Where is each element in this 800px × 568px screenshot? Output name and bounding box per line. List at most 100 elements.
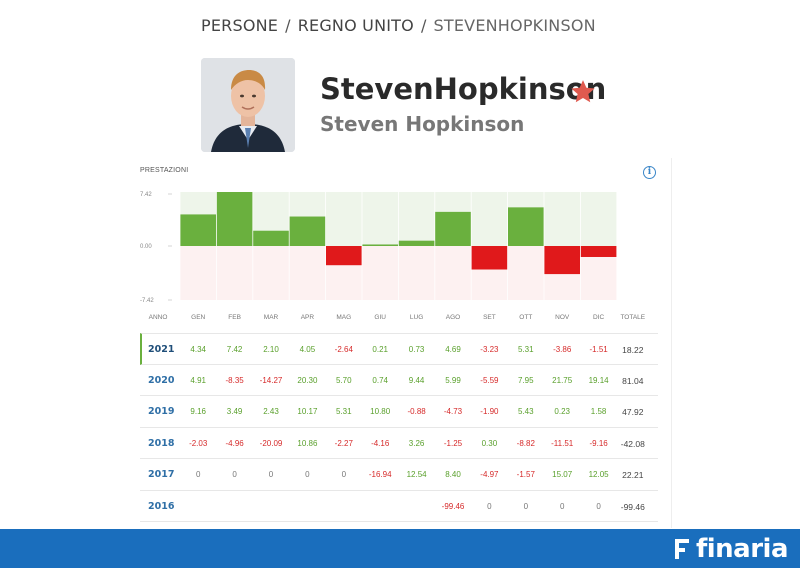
breadcrumb-separator: / <box>420 16 427 35</box>
header-month-gen: GEN <box>191 314 206 321</box>
info-icon[interactable]: i <box>643 166 656 179</box>
table-cell: -4.73 <box>443 407 463 416</box>
column-bg-negative <box>253 246 289 300</box>
table-cell: 0 <box>487 501 492 511</box>
table-cell: -3.23 <box>480 345 499 354</box>
table-cell: -8.35 <box>225 375 244 385</box>
table-cell: -0.88 <box>407 407 426 416</box>
breadcrumb-item-country[interactable]: REGNO UNITO <box>297 16 414 35</box>
table-cell: 0 <box>305 470 310 479</box>
table-cell: 2.43 <box>263 407 279 416</box>
table-cell: 9.44 <box>408 375 425 385</box>
header-month-feb: FEB <box>228 314 241 321</box>
header-month-ago: AGO <box>445 314 461 321</box>
row-year-link[interactable]: 2021 <box>148 344 175 355</box>
table-cell: 4.34 <box>190 345 206 354</box>
column-bg-positive <box>398 192 435 246</box>
table-cell: 12.54 <box>406 470 427 479</box>
table-cell: -4.96 <box>225 438 244 448</box>
table-row[interactable]: 2021 4.34 7.42 2.10 4.05 -2.64 0.21 0.73 4.69 -3.… <box>140 333 658 365</box>
profile-full-name: Steven Hopkinson <box>320 112 525 136</box>
header-month-dic: DIC <box>592 314 605 321</box>
table-cell-total: -42.08 <box>620 438 645 449</box>
avatar-photo <box>201 58 295 152</box>
table-cell: 4.05 <box>299 345 316 354</box>
y-tick-label: 7.42 <box>140 192 152 198</box>
table-cell: -1.57 <box>516 470 535 479</box>
bar-gen <box>180 214 216 246</box>
table-row[interactable]: 2017 0 0 0 0 0 -16.94 12.54 8.40 -4.97 -1.57 15.07 1… <box>140 459 658 491</box>
column-bg-negative <box>362 246 398 300</box>
column-bg-negative <box>289 246 326 300</box>
table-cell: 0.74 <box>372 375 388 385</box>
table-cell: 4.69 <box>445 345 461 354</box>
table-cell: -2.64 <box>334 345 353 354</box>
bar-feb <box>216 192 253 246</box>
table-row[interactable]: 2018 -2.03 -4.96 -20.09 10.86 -2.27 -4.16 3.26 -… <box>140 428 658 459</box>
table-cell: 2.10 <box>263 345 279 354</box>
table-cell-total: 47.92 <box>622 407 644 417</box>
table-cell: 5.31 <box>518 345 534 354</box>
bar-mar <box>253 230 289 246</box>
table-cell: -1.51 <box>589 345 608 354</box>
table-cell: 1.58 <box>590 407 607 416</box>
table-cell: -2.03 <box>189 438 208 448</box>
row-year-link[interactable]: 2019 <box>148 406 175 417</box>
table-cell: 4.91 <box>190 375 206 385</box>
table-cell: 7.42 <box>226 345 243 354</box>
table-cell: 5.99 <box>445 375 461 385</box>
breadcrumb-item-persone[interactable]: PERSONE <box>201 16 279 35</box>
table-cell: 5.43 <box>518 407 534 416</box>
table-cell: 0 <box>523 501 529 511</box>
table-cell: 0 <box>232 470 237 479</box>
table-cell: 19.14 <box>588 375 609 385</box>
panel-title: PRESTAZIONI <box>140 167 189 174</box>
column-bg-positive <box>580 192 617 246</box>
table-cell-total: 18.22 <box>622 345 644 355</box>
table-cell: 9.16 <box>190 407 206 416</box>
table-header: ANNO GEN FEB MAR APR MAG GIU LUG AGO SET OTT NOV DIC… <box>140 310 660 334</box>
table-row[interactable]: 2016 -99.46 0 0 0 0 -99.46 <box>140 491 658 522</box>
table-cell-total: 81.04 <box>622 375 644 386</box>
row-year-link[interactable]: 2017 <box>148 469 175 480</box>
column-bg-positive <box>471 192 508 246</box>
row-year-link[interactable]: 2018 <box>148 437 175 449</box>
bar-mag <box>326 246 362 266</box>
table-cell: 5.70 <box>336 375 352 385</box>
performance-panel: PRESTAZIONI i 7.42 0.00 -7.42 ANNO GEN FEB MA… <box>140 158 672 528</box>
column-bg-positive <box>362 192 398 246</box>
table-cell: -2.27 <box>334 438 353 448</box>
bar-apr <box>289 216 326 246</box>
table-cell: 10.86 <box>297 438 318 448</box>
column-bg-negative <box>398 246 435 300</box>
bar-ago <box>435 211 471 246</box>
column-bg-negative <box>435 246 471 300</box>
breadcrumb-separator: / <box>285 16 291 35</box>
table-row[interactable]: 2020 4.91 -8.35 -14.27 20.30 5.70 0.74 9.44 5.99… <box>140 365 658 396</box>
performance-table: 2021 4.34 7.42 2.10 4.05 -2.64 0.21 0.73 4.69 -3.… <box>140 333 658 522</box>
table-cell: -5.59 <box>480 375 499 385</box>
finaria-logo[interactable]: finaria <box>674 533 789 564</box>
table-cell: 10.80 <box>370 407 391 416</box>
table-cell: 3.49 <box>226 407 243 416</box>
footer-bar: finaria <box>0 529 800 568</box>
table-cell: 0 <box>195 470 201 479</box>
table-cell: 0 <box>596 501 601 511</box>
table-cell: 10.17 <box>297 407 318 416</box>
bar-dic <box>580 246 617 257</box>
table-cell: 12.05 <box>588 470 609 479</box>
header-month-mag: MAG <box>336 314 352 321</box>
row-year-link[interactable]: 2016 <box>148 500 175 512</box>
table-row[interactable]: 2019 9.16 3.49 2.43 10.17 5.31 10.80 -0.88 -4.73… <box>140 396 658 428</box>
row-year-link[interactable]: 2020 <box>148 374 175 386</box>
header-total: TOTALE <box>620 314 646 321</box>
header-month-nov: NOV <box>555 314 570 321</box>
table-cell: -9.16 <box>589 438 608 448</box>
table-cell: -1.90 <box>480 407 499 416</box>
table-cell-total: -99.46 <box>620 501 645 512</box>
star-icon[interactable] <box>568 78 598 106</box>
table-cell: -14.27 <box>259 375 283 385</box>
table-cell: 3.26 <box>408 438 425 448</box>
y-tick-label: 0.00 <box>140 244 152 250</box>
table-cell: 0 <box>559 501 565 511</box>
